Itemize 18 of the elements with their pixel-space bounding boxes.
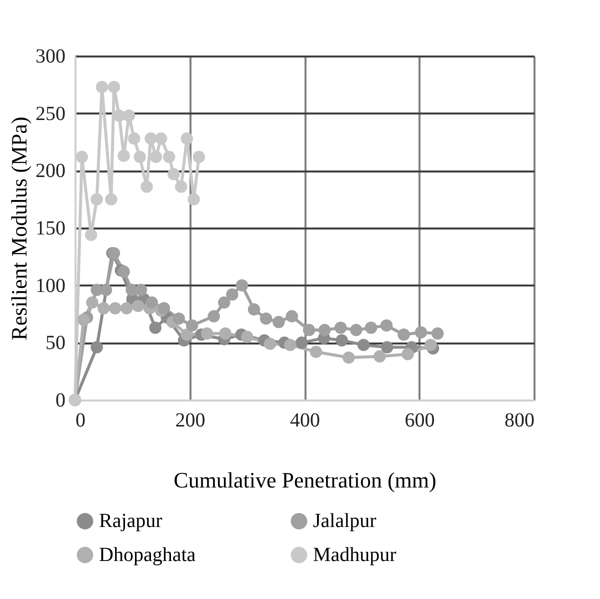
x-tick-label: 800 [504, 410, 534, 432]
legend-label: Dhopaghata [99, 544, 196, 566]
y-axis-title: Resilient Modulus (MPa) [6, 116, 32, 340]
legend-label: Jalalpur [313, 510, 377, 532]
y-tick-label: 0 [56, 390, 66, 412]
y-tick-label: 150 [36, 218, 66, 240]
x-axis-title: Cumulative Penetration (mm) [174, 468, 436, 492]
x-tick-label: 400 [290, 410, 320, 432]
x-tick-label: 200 [175, 410, 206, 432]
y-tick-label: 300 [36, 46, 66, 68]
legend-label: Madhupur [313, 544, 397, 566]
y-tick-label: 200 [36, 160, 66, 182]
y-tick-label: 250 [36, 102, 66, 125]
y-tick-label: 50 [46, 332, 66, 354]
legend-label: Rajapur [99, 510, 163, 532]
x-tick-label: 600 [404, 410, 435, 432]
x-tick-label: 0 [76, 410, 86, 432]
y-tick-label: 100 [36, 274, 66, 297]
